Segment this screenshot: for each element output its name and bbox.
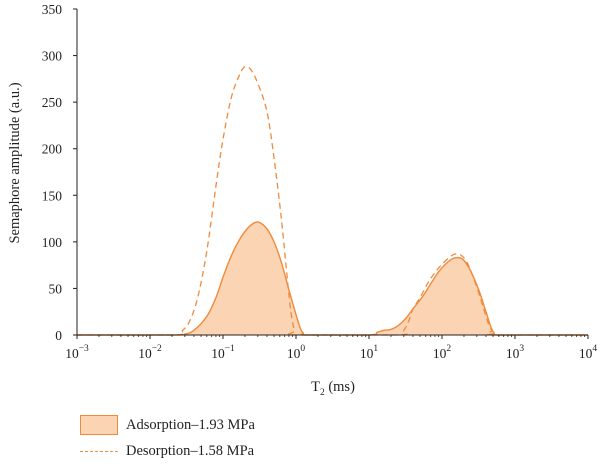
x-tick-label: 103 xyxy=(506,344,525,361)
legend-item-adsorption: Adsorption–1.93 MPa xyxy=(80,412,255,438)
legend-label-desorption: Desorption–1.58 MPa xyxy=(126,442,255,459)
x-tick-label: 102 xyxy=(433,344,452,361)
x-axis-ticks: 10−3 10−2 10−1 100 101 102 103 104 xyxy=(65,335,597,361)
x-tick-label: 104 xyxy=(579,344,598,361)
x-axis-label-unit: (ms) xyxy=(325,379,355,395)
y-tick-label: 200 xyxy=(42,142,63,157)
legend: Adsorption–1.93 MPa Desorption–1.58 MPa xyxy=(80,412,255,464)
x-axis-label: T2 (ms) xyxy=(311,379,355,398)
legend-item-desorption: Desorption–1.58 MPa xyxy=(80,438,255,464)
x-axis-label-subscript: 2 xyxy=(320,388,325,398)
y-tick-label: 150 xyxy=(42,188,63,203)
y-tick-label: 350 xyxy=(42,2,63,17)
y-tick-label: 300 xyxy=(42,49,63,64)
y-axis-ticks: 0 50 100 150 200 250 300 350 xyxy=(42,2,77,343)
y-tick-label: 0 xyxy=(55,328,62,343)
plot-series xyxy=(77,65,588,336)
x-axis-label-main: T xyxy=(311,379,320,395)
y-tick-label: 50 xyxy=(49,281,63,296)
x-tick-label: 100 xyxy=(287,344,306,361)
series-area-adsorption xyxy=(77,221,588,335)
axes-frame xyxy=(76,9,588,336)
y-axis-label: Semaphore amplitude (a.u.) xyxy=(7,82,23,243)
series-line-desorption xyxy=(77,65,588,336)
legend-label-adsorption: Adsorption–1.93 MPa xyxy=(126,416,255,433)
x-tick-label: 10−2 xyxy=(138,344,162,361)
series-line-adsorption xyxy=(77,221,588,336)
legend-swatch-adsorption xyxy=(80,415,118,435)
y-tick-label: 250 xyxy=(42,95,63,110)
x-tick-label: 10−1 xyxy=(211,344,235,361)
x-tick-label: 10−3 xyxy=(65,344,89,361)
y-tick-label: 100 xyxy=(42,235,63,250)
semaphore-t2-chart: 10−3 10−2 10−1 100 101 102 103 104 0 50 100 150 200… xyxy=(7,2,597,398)
plot-axes xyxy=(76,9,588,336)
legend-swatch-desorption xyxy=(80,450,118,452)
x-tick-label: 101 xyxy=(360,344,379,361)
